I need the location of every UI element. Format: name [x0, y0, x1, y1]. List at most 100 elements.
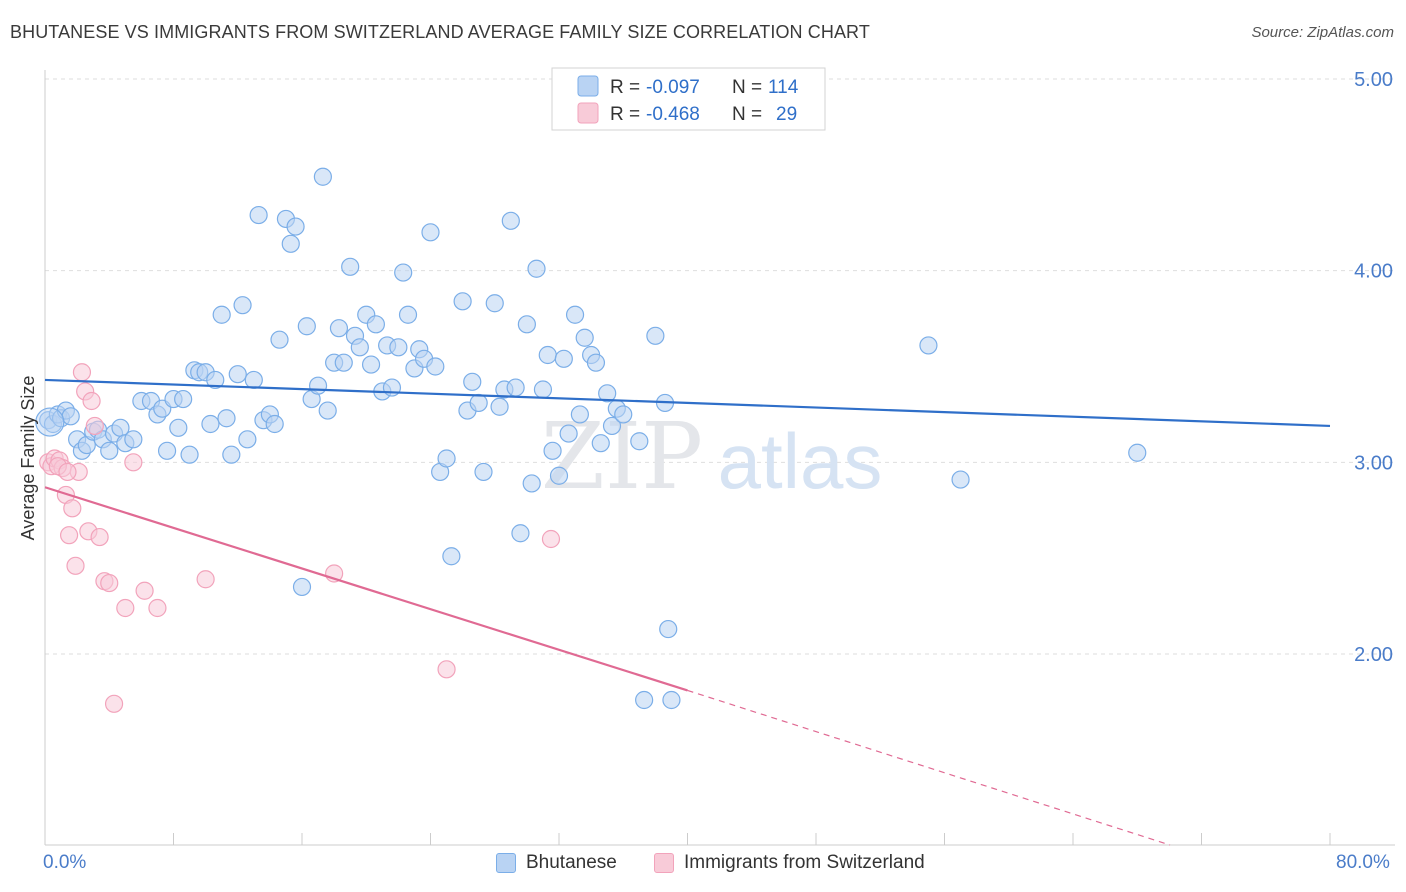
y-axis-label: Average Family Size — [18, 376, 38, 541]
point-bhutanese-83 — [501, 211, 520, 230]
point-bhutanese-23 — [169, 418, 188, 437]
legend-label-bhutanese: Bhutanese — [526, 852, 617, 873]
point-bhutanese-73 — [437, 449, 456, 468]
point-bhutanese-33 — [222, 445, 241, 464]
point-bhutanese-47 — [297, 317, 316, 336]
point-switzerland-22 — [148, 598, 167, 618]
data-points — [35, 167, 1147, 713]
point-bhutanese-45 — [286, 217, 305, 236]
point-switzerland-13 — [82, 391, 101, 411]
point-bhutanese-92 — [549, 466, 569, 485]
point-bhutanese-54 — [334, 353, 353, 372]
point-bhutanese-111 — [951, 470, 970, 489]
point-bhutanese-70 — [421, 223, 440, 242]
legend-item-bhutanese[interactable]: Bhutanese — [496, 852, 617, 874]
legend-swatch-blue — [496, 853, 516, 873]
point-bhutanese-21 — [157, 441, 177, 460]
legend-r-value-2: -0.468 — [646, 104, 700, 125]
legend-n-value-2: 29 — [776, 104, 797, 125]
y-tick-label-2: 4.00 — [1354, 261, 1393, 283]
point-switzerland-15 — [90, 527, 109, 547]
legend-r-value-1: -0.097 — [646, 77, 700, 98]
point-bhutanese-53 — [329, 319, 349, 338]
point-bhutanese-36 — [238, 430, 257, 449]
trend-line-switzerland-extension — [687, 689, 1171, 846]
point-bhutanese-88 — [527, 259, 546, 278]
x-tick-label-max: 80.0% — [1336, 852, 1390, 873]
point-switzerland-26 — [541, 529, 561, 549]
point-bhutanese-81 — [490, 397, 509, 416]
point-bhutanese-96 — [570, 405, 589, 424]
point-bhutanese-94 — [559, 424, 578, 443]
bottom-legend: Bhutanese Immigrants from Switzerland — [0, 852, 1406, 880]
x-tick-label-min: 0.0% — [43, 852, 87, 873]
point-switzerland-18 — [104, 694, 124, 713]
point-bhutanese-55 — [341, 257, 360, 276]
point-bhutanese-64 — [389, 338, 408, 357]
point-bhutanese-95 — [565, 305, 585, 324]
point-bhutanese-87 — [522, 474, 541, 493]
point-bhutanese-80 — [485, 294, 504, 313]
point-bhutanese-84 — [506, 378, 525, 397]
point-bhutanese-100 — [591, 434, 610, 453]
point-bhutanese-71 — [426, 357, 445, 376]
point-bhutanese-86 — [517, 315, 536, 334]
point-bhutanese-75 — [453, 292, 472, 311]
point-bhutanese-110 — [919, 336, 938, 355]
point-bhutanese-74 — [442, 547, 461, 566]
legend-swatch-bhutanese — [577, 75, 599, 97]
trend-line-bhutanese — [44, 378, 1331, 428]
point-switzerland-7 — [63, 499, 82, 518]
point-bhutanese-89 — [533, 380, 553, 399]
point-bhutanese-cluster — [35, 407, 65, 437]
point-switzerland-23 — [196, 570, 215, 589]
point-bhutanese-32 — [217, 409, 236, 428]
point-bhutanese-109 — [662, 690, 681, 710]
trend-lines — [44, 378, 1331, 846]
point-switzerland-25 — [437, 660, 456, 679]
point-bhutanese-30 — [206, 370, 225, 390]
legend-r-label-2: R = — [610, 104, 645, 125]
point-switzerland-28 — [58, 462, 77, 482]
legend-item-switzerland[interactable]: Immigrants from Switzerland — [654, 852, 925, 874]
legend-box: R = -0.097 N = 114 R = -0.468 N = 29 — [551, 67, 826, 131]
point-switzerland-8 — [66, 556, 85, 575]
legend-label-switzerland: Immigrants from Switzerland — [684, 852, 925, 873]
point-bhutanese-108 — [659, 619, 678, 639]
chart-source: Source: ZipAtlas.com — [1251, 24, 1394, 41]
point-switzerland-10 — [72, 363, 92, 382]
point-switzerland-17 — [100, 573, 119, 593]
point-bhutanese-31 — [212, 305, 231, 324]
point-bhutanese-66 — [398, 305, 418, 324]
point-bhutanese-51 — [318, 401, 337, 420]
point-bhutanese-106 — [646, 326, 665, 345]
point-bhutanese-35 — [233, 296, 252, 315]
point-bhutanese-78 — [469, 393, 488, 413]
point-bhutanese-104 — [630, 432, 649, 451]
point-switzerland-14 — [85, 416, 104, 436]
point-bhutanese-24 — [174, 389, 193, 409]
point-bhutanese-29 — [201, 414, 220, 434]
point-switzerland-6 — [59, 526, 79, 545]
point-bhutanese-16 — [124, 430, 143, 449]
point-bhutanese-97 — [575, 328, 594, 347]
point-switzerland-20 — [124, 453, 143, 472]
point-bhutanese-91 — [543, 441, 562, 460]
y-tick-label-0: 2.00 — [1354, 644, 1393, 666]
watermark-atlas: atlas — [718, 417, 883, 505]
legend-n-label-2: N = — [732, 104, 767, 125]
point-bhutanese-102 — [602, 416, 622, 436]
point-bhutanese-77 — [463, 372, 482, 391]
point-bhutanese-59 — [361, 355, 381, 374]
legend-swatch-pink — [654, 853, 674, 873]
y-tick-label-3: 5.00 — [1354, 69, 1393, 91]
y-tick-labels: 2.00 3.00 4.00 5.00 — [1354, 69, 1393, 666]
point-bhutanese-113 — [614, 405, 633, 424]
legend-r-label-1: R = — [610, 77, 645, 98]
point-bhutanese-112 — [1128, 443, 1147, 462]
point-bhutanese-49 — [308, 376, 328, 395]
legend-n-label-1: N = — [732, 77, 767, 98]
point-bhutanese-50 — [313, 167, 332, 186]
point-bhutanese-90 — [538, 345, 557, 365]
